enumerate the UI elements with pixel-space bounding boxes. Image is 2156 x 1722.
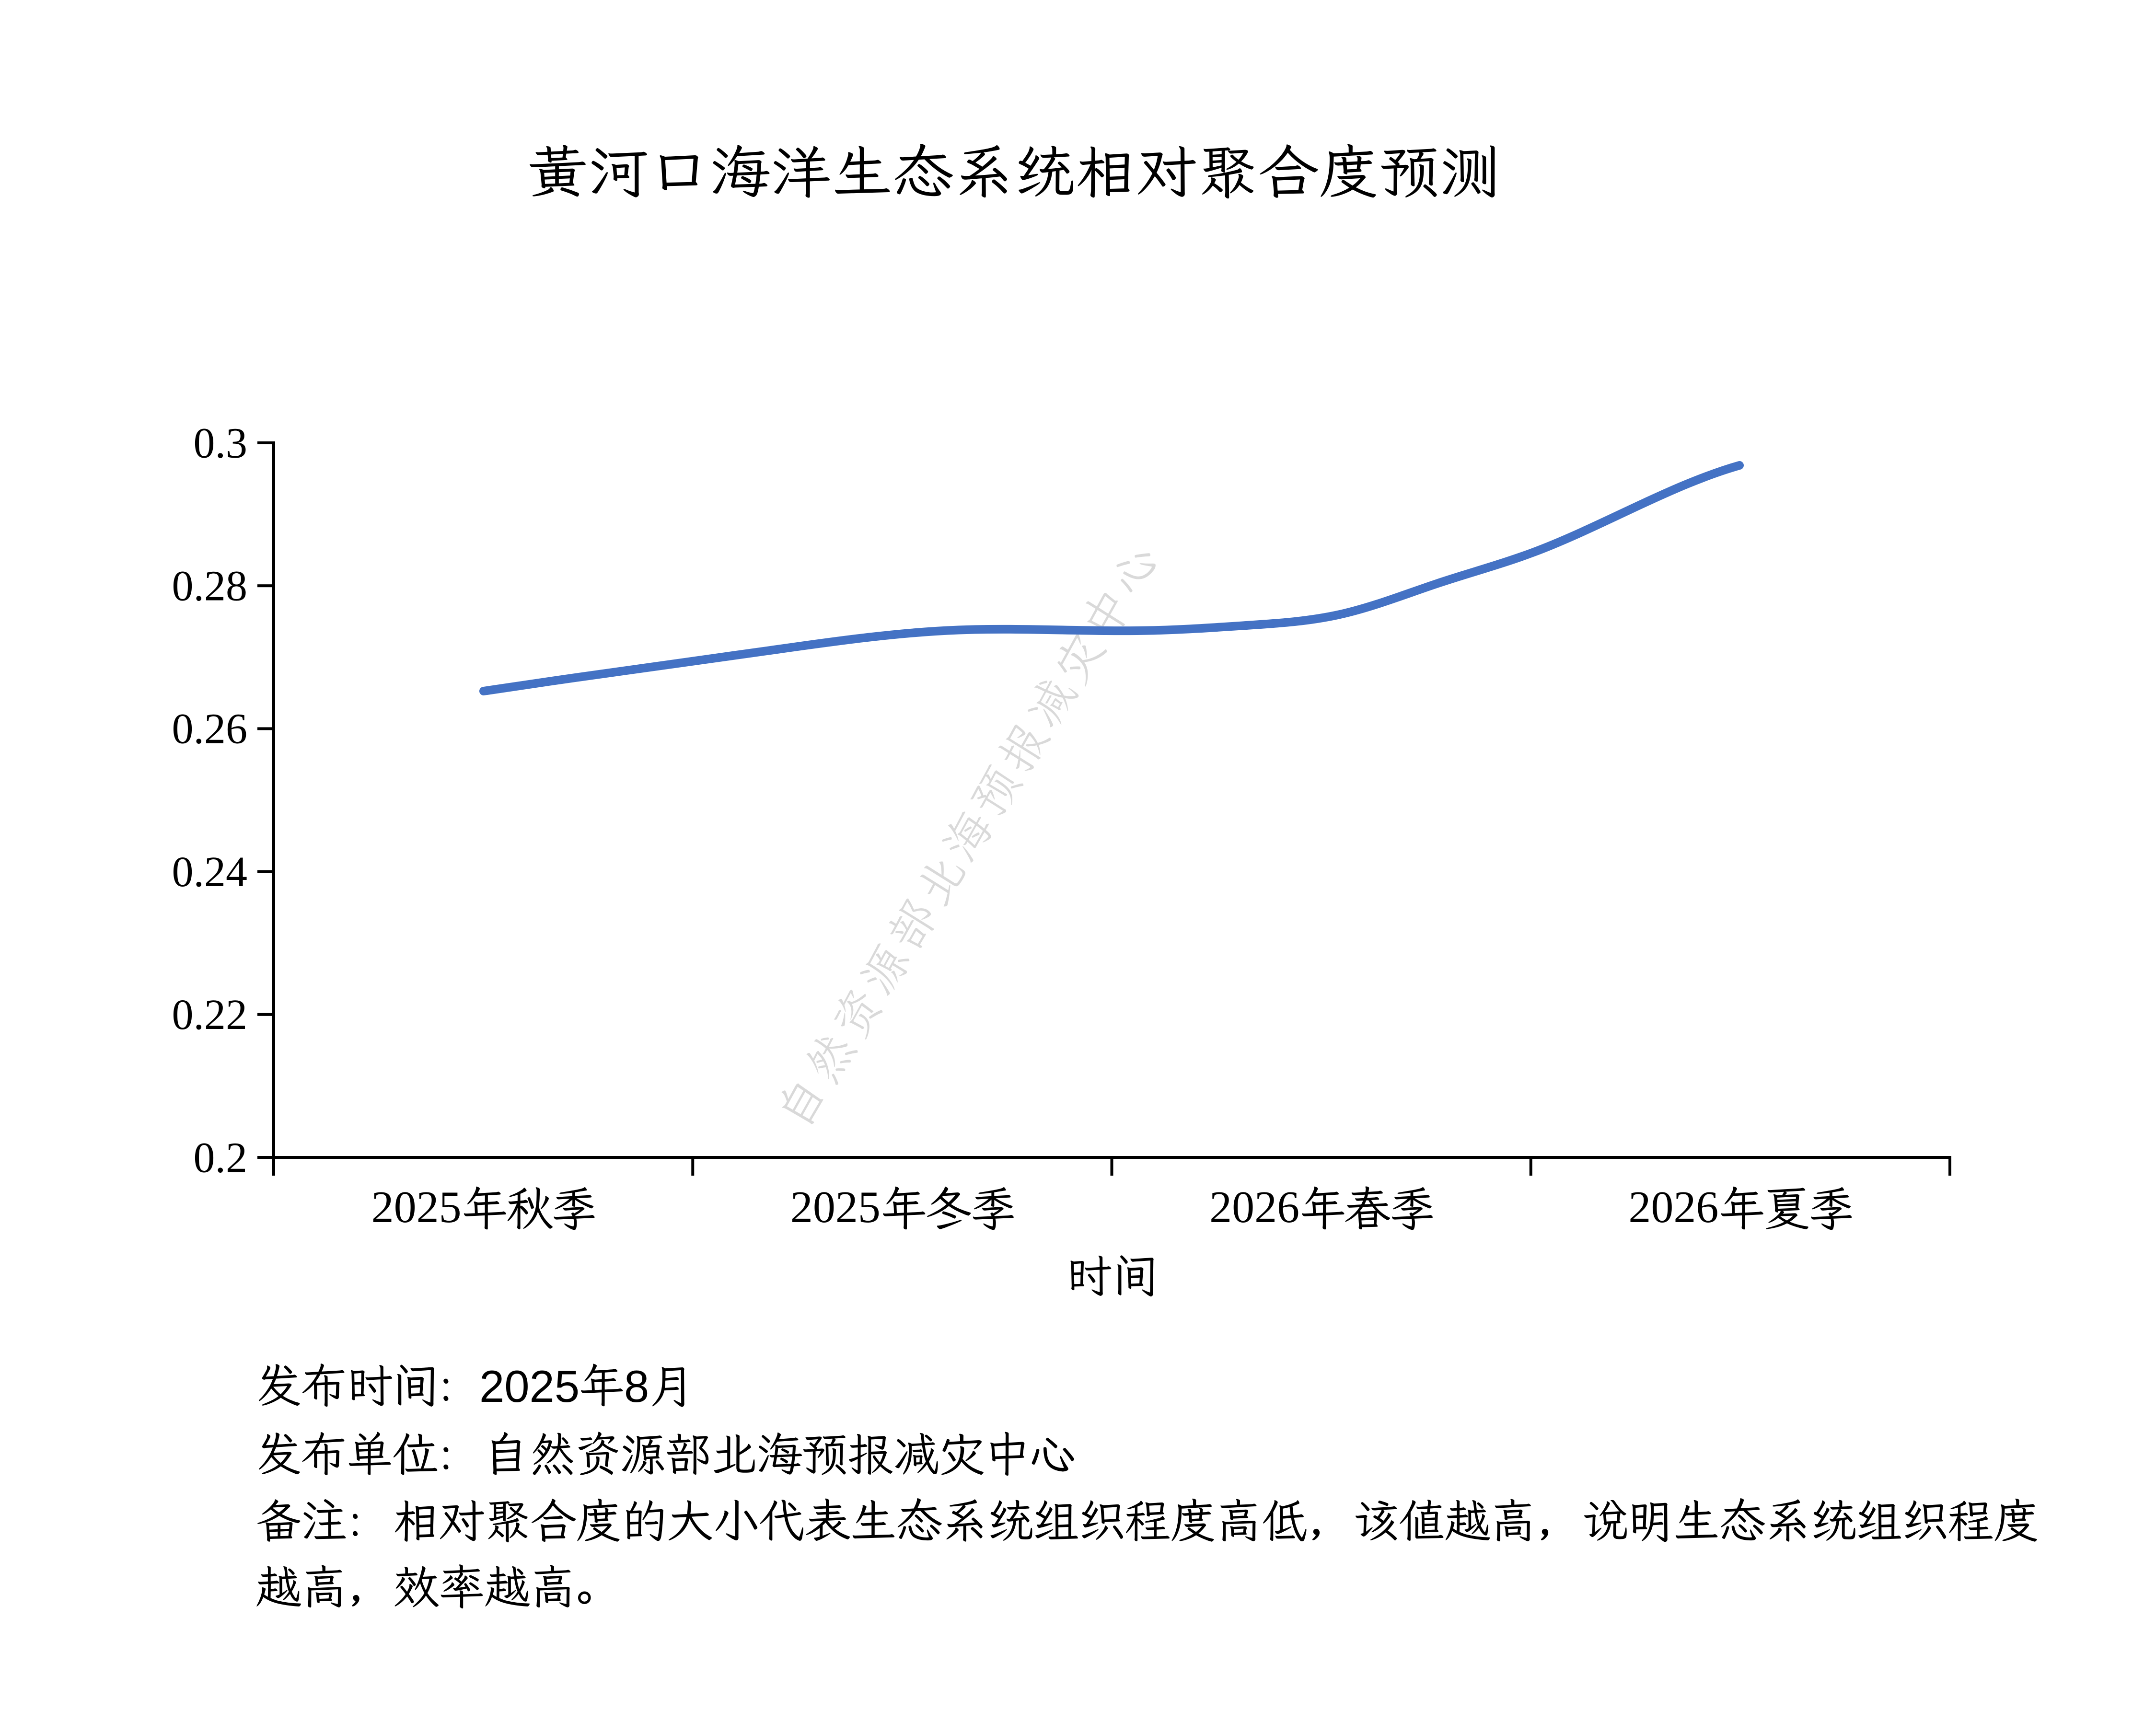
svg-text:0.2: 0.2	[194, 1134, 248, 1181]
svg-text:0.24: 0.24	[172, 848, 248, 896]
svg-text:0.22: 0.22	[172, 991, 248, 1039]
svg-text:2026: 2026	[1628, 1182, 1718, 1232]
svg-text:0.28: 0.28	[172, 563, 248, 610]
svg-text:0.3: 0.3	[194, 419, 248, 467]
svg-text:2025: 2025	[479, 1361, 580, 1411]
svg-text:0.26: 0.26	[172, 705, 248, 753]
svg-text:8: 8	[624, 1361, 649, 1411]
svg-text:2026: 2026	[1209, 1182, 1299, 1232]
svg-text:2025: 2025	[371, 1182, 462, 1232]
svg-text:2025: 2025	[790, 1182, 881, 1232]
